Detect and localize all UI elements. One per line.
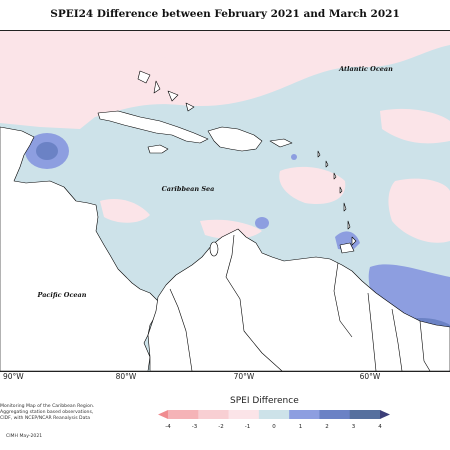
longitude-label-80w: 80°W xyxy=(115,372,137,381)
puerto-rico xyxy=(269,138,293,148)
legend-tick-label: -3 xyxy=(192,424,198,430)
bahamas-3 xyxy=(167,90,179,102)
legend-swatch-5 xyxy=(289,410,320,419)
legend-tick-label: -1 xyxy=(245,424,250,430)
hispaniola xyxy=(207,126,263,152)
legend-tick-label: 4 xyxy=(378,424,382,430)
legend-colorbar: -4 -3 -2 -1 0 1 2 3 4 xyxy=(148,408,408,436)
legend-tick-label: -4 xyxy=(165,424,171,430)
legend-swatch-1 xyxy=(168,410,199,419)
credit-line-1: Monitoring Map of the Caribbean Region. xyxy=(0,404,95,409)
legend-swatch-0 xyxy=(158,410,168,419)
atlantic-ocean-label: Atlantic Ocean xyxy=(338,65,393,73)
legend-svg: -4 -3 -2 -1 0 1 2 3 4 xyxy=(158,410,390,430)
credit-line-2: Aggregating station based observations, xyxy=(0,410,94,415)
legend-tick-label: 2 xyxy=(325,424,329,430)
longitude-label-90w: 90°W xyxy=(3,372,24,381)
pacific-ocean-label: Pacific Ocean xyxy=(37,291,87,299)
legend-title: SPEI Difference xyxy=(230,396,299,406)
credit-line-3: CIDF, with NCEP/NCAR Reanalysis Data xyxy=(0,416,91,421)
legend-swatch-4 xyxy=(258,410,290,419)
map-title: SPEI24 Difference between February 2021 … xyxy=(50,8,400,20)
cuba xyxy=(97,110,209,144)
map-svg: Atlantic Ocean Caribbean Sea Pacific Oce… xyxy=(0,31,450,371)
legend-tick-label: -2 xyxy=(218,424,223,430)
credit-text: Monitoring Map of the Caribbean Region. … xyxy=(0,404,110,422)
legend-swatch-7 xyxy=(349,410,381,419)
legend-tick-label: 1 xyxy=(299,424,303,430)
caribbean-sea-label: Caribbean Sea xyxy=(162,185,215,193)
longitude-label-70w: 70°W xyxy=(233,372,255,381)
legend-swatch-3 xyxy=(228,410,260,419)
jamaica xyxy=(147,144,169,154)
legend-swatch-8 xyxy=(380,410,390,419)
legend-swatch-6 xyxy=(319,410,351,419)
lesser-antilles xyxy=(317,150,357,246)
legend-tick-label: 3 xyxy=(352,424,356,430)
country-borders xyxy=(169,234,431,371)
bahamas-2 xyxy=(153,80,161,94)
land-masses xyxy=(0,70,450,371)
bahamas-4 xyxy=(185,102,195,112)
legend-tick-label: 0 xyxy=(272,424,276,430)
longitude-label-60w: 60°W xyxy=(359,372,381,381)
legend-swatch-2 xyxy=(198,410,229,419)
lake-maracaibo xyxy=(209,241,219,257)
negative-difference-zones xyxy=(0,31,450,243)
bahamas-1 xyxy=(137,70,151,84)
trinidad xyxy=(339,242,355,254)
map-canvas: Atlantic Ocean Caribbean Sea Pacific Oce… xyxy=(0,30,450,372)
copyright-text: CIMH May-2021 xyxy=(6,434,43,439)
